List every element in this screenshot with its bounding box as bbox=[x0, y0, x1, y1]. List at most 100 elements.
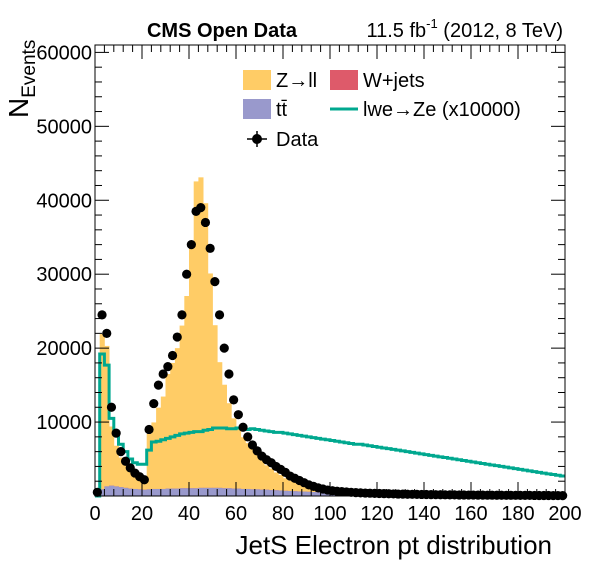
data-point-24 bbox=[205, 243, 215, 253]
bar-z-ll-42 bbox=[292, 482, 298, 496]
x-tick-label-200: 200 bbox=[548, 503, 581, 525]
bar-tt-14 bbox=[160, 488, 166, 496]
legend-label-data: Data bbox=[276, 129, 319, 151]
bar-tt-30 bbox=[236, 488, 242, 496]
data-point-11 bbox=[144, 424, 154, 435]
bar-tt-5 bbox=[118, 487, 124, 496]
bar-z-ll-41 bbox=[287, 480, 293, 496]
data-point-4 bbox=[111, 428, 121, 438]
x-tick-label-80: 80 bbox=[272, 503, 294, 525]
bar-z-ll-43 bbox=[297, 484, 303, 496]
legend-label-signal: lwe→Ze (x10000) bbox=[363, 99, 521, 121]
plot-area: 0 20 40 60 80 100 120 140 160 180 200 10000 20000 300… bbox=[36, 42, 581, 525]
legend-swatch-data bbox=[252, 134, 262, 144]
bar-z-ll-9 bbox=[137, 476, 143, 496]
x-tick-label-120: 120 bbox=[360, 503, 393, 525]
data-point-3 bbox=[106, 402, 117, 412]
bar-tt-20 bbox=[189, 488, 195, 496]
bar-tt-22 bbox=[198, 487, 204, 496]
bar-z-ll-1 bbox=[99, 334, 105, 496]
bar-z-ll-11 bbox=[146, 433, 152, 496]
bar-z-ll-15 bbox=[165, 374, 171, 496]
bar-tt-25 bbox=[212, 487, 218, 496]
bar-z-ll-3 bbox=[109, 426, 115, 496]
bar-tt-2 bbox=[104, 486, 110, 496]
bar-z-ll-16 bbox=[170, 362, 176, 496]
bar-tt-31 bbox=[240, 488, 246, 496]
bar-z-ll-45 bbox=[306, 486, 312, 496]
bar-tt-19 bbox=[184, 488, 190, 496]
bar-z-ll-24 bbox=[207, 273, 213, 496]
y-axis-title-main: N bbox=[3, 98, 34, 118]
data-point-27 bbox=[219, 343, 229, 353]
bar-tt-9 bbox=[137, 489, 143, 496]
header-energy: (2012, 8 TeV) bbox=[438, 20, 563, 42]
bar-z-ll-37 bbox=[268, 468, 274, 496]
y-tick-label-50000: 50000 bbox=[36, 116, 92, 138]
bar-z-ll-14 bbox=[160, 396, 166, 496]
x-tick-label-180: 180 bbox=[501, 503, 534, 525]
bar-z-ll-30 bbox=[236, 427, 242, 496]
bar-z-ll-39 bbox=[278, 474, 284, 496]
bar-tt-16 bbox=[170, 488, 176, 496]
bar-z-ll-25 bbox=[212, 325, 218, 496]
bar-z-ll-34 bbox=[254, 454, 260, 496]
bar-tt-38 bbox=[273, 490, 279, 496]
data-point-13 bbox=[153, 380, 164, 390]
bar-z-ll-22 bbox=[198, 177, 204, 496]
bar-tt-33 bbox=[250, 489, 256, 496]
x-tick-label-60: 60 bbox=[225, 503, 247, 525]
bar-z-ll-23 bbox=[203, 203, 209, 496]
bar-z-ll-8 bbox=[132, 474, 138, 496]
x-tick-label-100: 100 bbox=[313, 503, 346, 525]
bar-z-ll-21 bbox=[193, 181, 199, 497]
data-point-28 bbox=[224, 369, 234, 379]
bar-tt-47 bbox=[315, 492, 321, 496]
bar-tt-42 bbox=[292, 491, 298, 496]
bar-z-ll-46 bbox=[311, 487, 317, 496]
bar-tt-13 bbox=[156, 488, 162, 496]
bar-tt-44 bbox=[301, 491, 307, 496]
legend: Z→ll W+jets tt̄ lwe→Ze (x10000) Data bbox=[243, 70, 521, 151]
y-tick-label-30000: 30000 bbox=[36, 264, 92, 286]
data-point-20 bbox=[186, 240, 196, 250]
data-point-15 bbox=[163, 362, 173, 372]
bar-tt-3 bbox=[109, 485, 115, 496]
data-point-31 bbox=[238, 422, 248, 432]
data-point-10 bbox=[139, 475, 149, 485]
bar-tt-37 bbox=[268, 490, 274, 496]
x-tick-label-40: 40 bbox=[178, 503, 200, 525]
data-point-30 bbox=[233, 410, 243, 420]
legend-swatch-wjets bbox=[330, 70, 358, 90]
x-axis-title: JetS Electron pt distribution bbox=[236, 530, 553, 560]
bar-tt-8 bbox=[132, 488, 138, 496]
data-point-26 bbox=[214, 310, 225, 320]
x-tick-label-20: 20 bbox=[131, 503, 153, 525]
bar-tt-29 bbox=[231, 488, 237, 496]
legend-label-zll: Z→ll bbox=[276, 70, 317, 92]
bar-tt-12 bbox=[151, 488, 157, 496]
bar-tt-10 bbox=[142, 489, 148, 496]
bar-tt-26 bbox=[217, 487, 223, 496]
bar-tt-24 bbox=[207, 487, 213, 496]
bar-tt-4 bbox=[113, 486, 119, 496]
data-point-22 bbox=[196, 203, 206, 213]
x-tick-label-0: 0 bbox=[89, 503, 100, 525]
bar-tt-35 bbox=[259, 489, 265, 496]
bar-z-ll-40 bbox=[283, 478, 289, 496]
y-tick-label-40000: 40000 bbox=[36, 190, 92, 212]
data-point-23 bbox=[200, 217, 211, 228]
y-tick-label-60000: 60000 bbox=[36, 42, 92, 64]
bar-z-ll-6 bbox=[123, 464, 129, 496]
header-experiment-label: CMS Open Data bbox=[147, 20, 298, 42]
bar-tt-43 bbox=[297, 491, 303, 496]
bar-tt-45 bbox=[306, 491, 312, 496]
bar-z-ll-12 bbox=[151, 422, 157, 496]
bar-tt-36 bbox=[264, 489, 270, 496]
bar-z-ll-31 bbox=[240, 437, 246, 496]
bar-z-ll-20 bbox=[189, 244, 195, 496]
legend-label-ttbar: tt̄ bbox=[276, 99, 288, 121]
bar-tt-1 bbox=[99, 489, 105, 496]
data-point-1 bbox=[97, 310, 107, 320]
